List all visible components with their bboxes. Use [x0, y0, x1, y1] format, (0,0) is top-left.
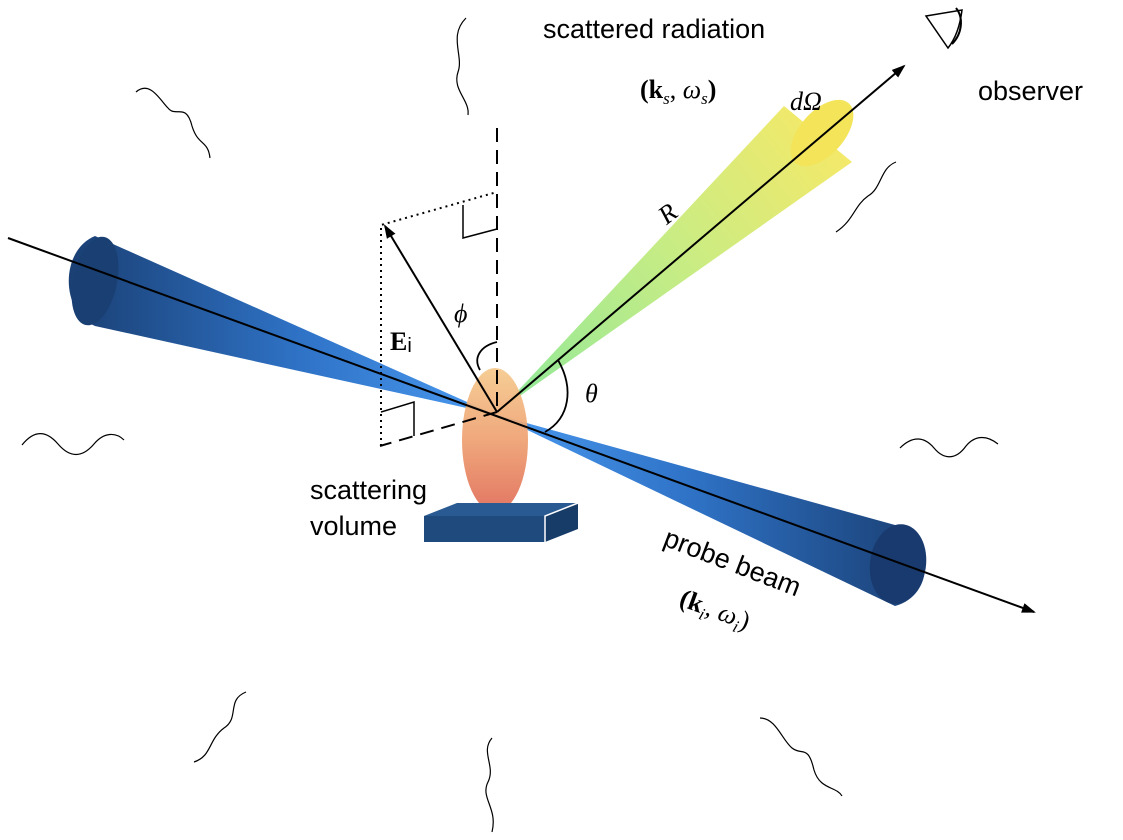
eye-icon-pupil: [951, 7, 962, 45]
d-omega-label: dΩ: [790, 87, 822, 116]
probe-beam-left-cone: [68, 236, 494, 414]
phi-arc: [476, 341, 498, 371]
ki-k-sub: i: [696, 604, 707, 624]
scattering-volume-label-line2: volume: [310, 511, 397, 541]
ks-close-paren: ): [708, 75, 717, 104]
ki-omega-i-label: (ki, ωi): [675, 583, 755, 639]
phi-label: ϕ: [454, 299, 467, 328]
arrows: [7, 64, 1036, 613]
probe-beam-right-cone: [494, 414, 925, 606]
ki-omega-sub: i: [730, 617, 741, 637]
probe-beam-right-end: [869, 524, 927, 604]
scattering-volume-label-line1: scattering: [310, 475, 427, 505]
electric-field-sub: i: [407, 335, 411, 357]
platform-top: [424, 503, 578, 516]
platform-front: [424, 516, 545, 542]
theta-arc: [544, 359, 569, 433]
ks-omega-s-label: (ks, ωs): [640, 75, 716, 108]
background-waves: [21, 17, 999, 833]
electric-field-arrow: [383, 224, 498, 413]
right-angle-bottom: [380, 400, 415, 436]
right-angle-top: [462, 205, 498, 239]
scattering-volume-shape: [462, 368, 528, 512]
dotted-projection: [380, 191, 498, 446]
ks-k-sub: s: [663, 89, 670, 108]
electric-field-label: Ei: [390, 327, 412, 357]
reference-lines: [379, 128, 569, 447]
platform-edge-highlight: [544, 502, 579, 542]
wave-top-center: [456, 17, 469, 116]
horizontal-dashed-axis: [379, 411, 498, 447]
probe-beam: [68, 236, 927, 606]
wave-bottom-right: [759, 717, 843, 797]
wave-left-mid: [21, 433, 125, 456]
ks-k: k: [649, 75, 664, 104]
ks-omega: ω: [683, 75, 701, 104]
ks-comma: ,: [670, 75, 683, 104]
eye-icon-outline: [924, 9, 963, 50]
wave-right-top: [835, 161, 897, 233]
platform: [424, 502, 579, 542]
probe-beam-axis-arrow: [7, 237, 1036, 613]
wave-top-left: [135, 87, 211, 159]
probe-beam-left-end: [71, 236, 119, 326]
electric-field-e: E: [390, 327, 407, 356]
scattered-direction-arrow: [496, 64, 906, 413]
scattered-radiation-label: scattered radiation: [543, 14, 765, 44]
wave-bottom-left: [193, 691, 247, 763]
ks-open-paren: (: [640, 75, 649, 104]
eye-icon: [924, 7, 963, 50]
wave-right-mid: [899, 436, 999, 458]
wave-bottom-center: [485, 737, 494, 833]
observer-label: observer: [978, 76, 1083, 106]
scattering-volume-ellipsoid: [462, 368, 528, 512]
ks-omega-sub: s: [701, 89, 708, 108]
theta-label: θ: [585, 379, 598, 408]
